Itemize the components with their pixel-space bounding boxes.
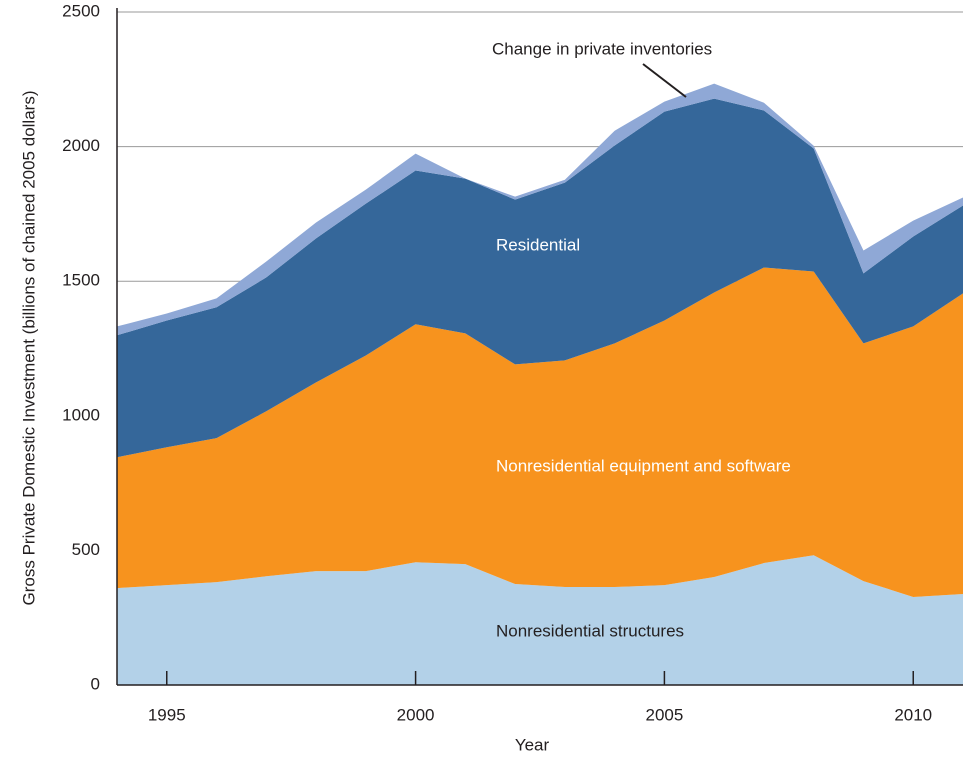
series-label: Change in private inventories [492,39,712,58]
area [117,83,963,336]
x-tick-label: 1995 [148,705,186,724]
y-tick-label: 2000 [62,136,100,155]
area [117,267,963,597]
y-tick-label: 1500 [62,271,100,290]
x-tick-label: 2010 [894,705,932,724]
y-tick-label: 500 [72,540,100,559]
axes: 0 500 1000 1500 2000 2500 1995 2000 2005 2010 [62,1,963,724]
annotation-arrow [642,63,687,98]
y-axis-label: Gross Private Domestic Investment (billi… [19,91,38,606]
y-tick-label: 0 [91,674,100,693]
x-axis-label: Year [515,735,550,754]
areas [117,83,963,685]
x-tick-label: 2005 [645,705,683,724]
area [117,555,963,685]
series-label: Nonresidential equipment and software [496,456,791,475]
x-tick-label: 2000 [397,705,435,724]
y-tick-label: 2500 [62,1,100,20]
series-label: Nonresidential structures [496,621,684,640]
series-label: Residential [496,235,580,254]
y-tick-label: 1000 [62,405,100,424]
area [117,98,963,458]
